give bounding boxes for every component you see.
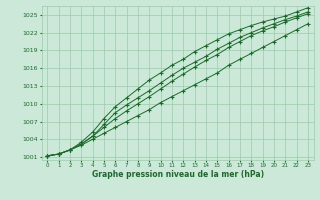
X-axis label: Graphe pression niveau de la mer (hPa): Graphe pression niveau de la mer (hPa) [92,170,264,179]
